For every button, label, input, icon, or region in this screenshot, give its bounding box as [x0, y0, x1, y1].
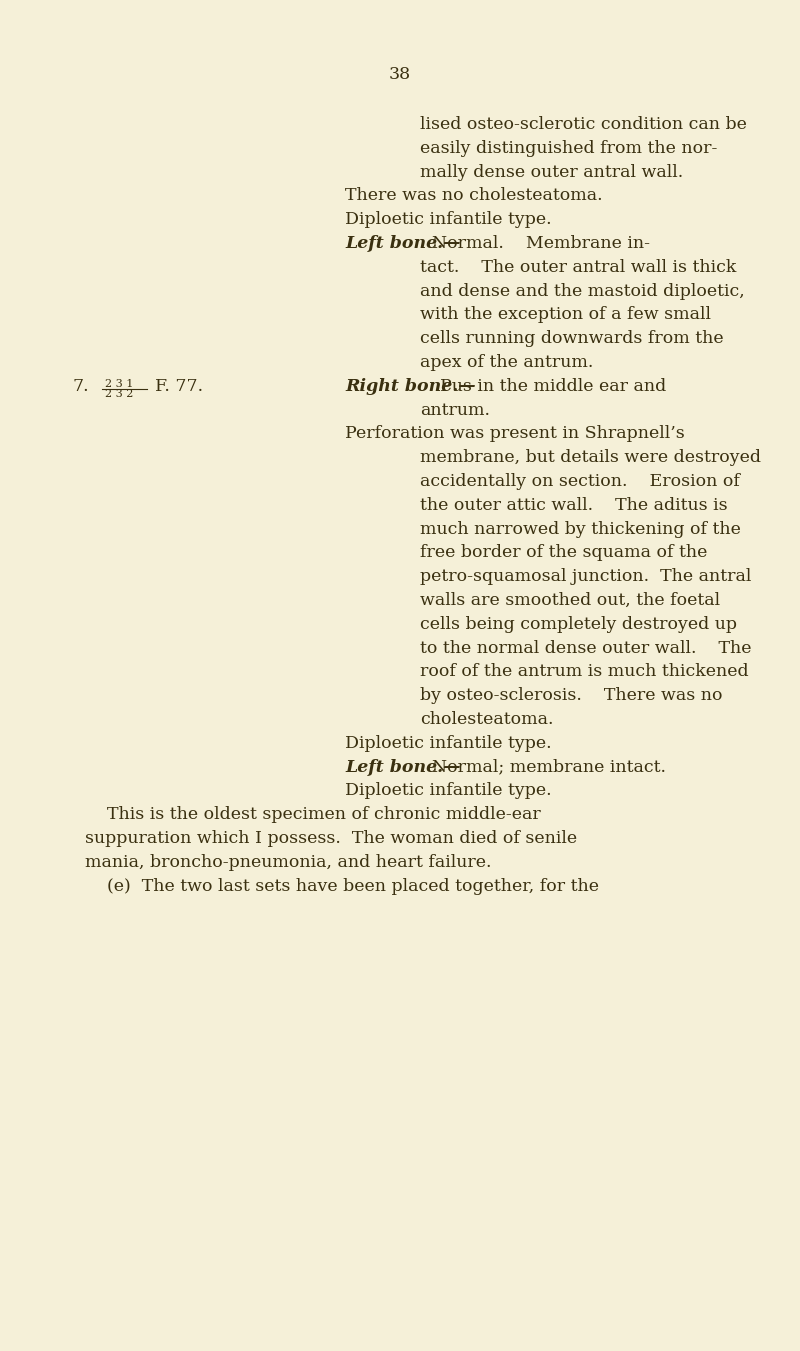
Text: Diploetic infantile type.: Diploetic infantile type.: [345, 211, 552, 228]
Text: Normal; membrane intact.: Normal; membrane intact.: [432, 759, 666, 775]
Text: apex of the antrum.: apex of the antrum.: [420, 354, 594, 372]
Text: the outer attic wall.    The aditus is: the outer attic wall. The aditus is: [420, 497, 728, 513]
Text: mally dense outer antral wall.: mally dense outer antral wall.: [420, 163, 683, 181]
Text: to the normal dense outer wall.    The: to the normal dense outer wall. The: [420, 639, 751, 657]
Text: Pus in the middle ear and: Pus in the middle ear and: [440, 378, 666, 394]
Text: with the exception of a few small: with the exception of a few small: [420, 307, 711, 323]
Text: membrane, but details were destroyed: membrane, but details were destroyed: [420, 449, 761, 466]
Text: There was no cholesteatoma.: There was no cholesteatoma.: [345, 188, 602, 204]
Text: lised osteo-sclerotic condition can be: lised osteo-sclerotic condition can be: [420, 116, 747, 132]
Text: cells being completely destroyed up: cells being completely destroyed up: [420, 616, 737, 632]
Text: much narrowed by thickening of the: much narrowed by thickening of the: [420, 520, 741, 538]
Text: cells running downwards from the: cells running downwards from the: [420, 330, 724, 347]
Text: Left bone.—: Left bone.—: [345, 235, 461, 253]
Text: walls are smoothed out, the foetal: walls are smoothed out, the foetal: [420, 592, 720, 609]
Text: 2 3 1: 2 3 1: [105, 378, 134, 389]
Text: Diploetic infantile type.: Diploetic infantile type.: [345, 782, 552, 800]
Text: F. 77.: F. 77.: [155, 378, 203, 394]
Text: 2 3 2: 2 3 2: [105, 389, 134, 399]
Text: accidentally on section.    Erosion of: accidentally on section. Erosion of: [420, 473, 740, 490]
Text: This is the oldest specimen of chronic middle-ear: This is the oldest specimen of chronic m…: [85, 807, 541, 823]
Text: Left bone.—: Left bone.—: [345, 759, 461, 775]
Text: and dense and the mastoid diploetic,: and dense and the mastoid diploetic,: [420, 282, 745, 300]
Text: Normal.    Membrane in-: Normal. Membrane in-: [432, 235, 650, 253]
Text: roof of the antrum is much thickened: roof of the antrum is much thickened: [420, 663, 749, 681]
Text: Perforation was present in Shrapnell’s: Perforation was present in Shrapnell’s: [345, 426, 685, 442]
Text: easily distinguished from the nor-: easily distinguished from the nor-: [420, 139, 718, 157]
Text: petro-squamosal junction.  The antral: petro-squamosal junction. The antral: [420, 569, 751, 585]
Text: tact.    The outer antral wall is thick: tact. The outer antral wall is thick: [420, 259, 736, 276]
Text: Diploetic infantile type.: Diploetic infantile type.: [345, 735, 552, 751]
Text: Right bone.—: Right bone.—: [345, 378, 476, 394]
Text: (e)  The two last sets have been placed together, for the: (e) The two last sets have been placed t…: [85, 878, 599, 894]
Text: mania, broncho-pneumonia, and heart failure.: mania, broncho-pneumonia, and heart fail…: [85, 854, 491, 871]
Text: cholesteatoma.: cholesteatoma.: [420, 711, 554, 728]
Text: by osteo-sclerosis.    There was no: by osteo-sclerosis. There was no: [420, 688, 722, 704]
Text: free border of the squama of the: free border of the squama of the: [420, 544, 707, 562]
Text: suppuration which I possess.  The woman died of senile: suppuration which I possess. The woman d…: [85, 830, 577, 847]
Text: antrum.: antrum.: [420, 401, 490, 419]
Text: 38: 38: [389, 66, 411, 82]
Text: 7.: 7.: [72, 378, 89, 394]
